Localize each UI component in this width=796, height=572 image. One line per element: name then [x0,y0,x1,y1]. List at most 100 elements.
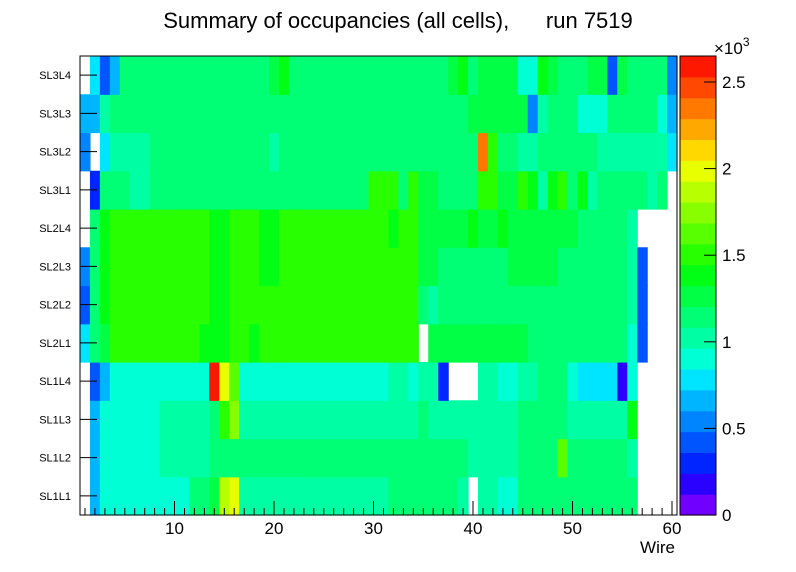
heatmap-cell [667,56,678,95]
heatmap-cell [338,132,350,172]
heatmap-cell [627,362,638,401]
heatmap-cell [627,400,638,440]
heatmap-cell [537,438,549,478]
heatmap-cell [298,438,310,478]
heatmap-cell [259,285,270,325]
heatmap-cell [288,400,300,440]
heatmap-cell [567,170,579,210]
heatmap-cell [189,400,200,440]
heatmap-cell [149,94,161,134]
heatmap-cell [149,438,161,478]
heatmap-cell [129,476,141,516]
heatmap-cell [239,209,250,248]
heatmap-cell [119,438,131,478]
heatmap-cell [478,132,489,172]
heatmap-cell [328,247,340,287]
heatmap-cell [368,438,380,478]
heatmap-cell [547,247,559,287]
x-tick-label: 40 [464,519,483,538]
heatmap-cell [229,476,240,516]
heatmap-cell [448,438,459,478]
heatmap-cell [388,247,399,287]
heatmap-cell [249,209,260,248]
heatmap-cell [587,285,598,325]
heatmap-cell [517,132,529,172]
heatmap-cell [368,285,380,325]
heatmap-cell [597,285,608,325]
heatmap-cell [159,285,171,325]
heatmap-cell [637,170,648,210]
heatmap-cell [468,438,479,478]
heatmap-cell [637,247,648,287]
heatmap-cell [229,209,240,248]
heatmap-cell [189,476,200,516]
heatmap-cell [179,170,191,210]
heatmap-cell [209,323,220,363]
heatmap-cell [348,247,360,287]
heatmap-cell [458,323,469,363]
heatmap-cell [288,170,300,210]
heatmap-cell [119,476,131,516]
heatmap-cell [368,400,380,440]
heatmap-cell [298,94,310,134]
heatmap-cell [368,94,380,134]
row-label: SL2L2 [39,300,71,312]
heatmap-cell [358,400,370,440]
heatmap-cell [308,285,320,325]
heatmap-cell [468,170,479,210]
heatmap-cell [587,400,598,440]
heatmap-cell [487,400,499,440]
heatmap-cell [279,247,290,287]
heatmap-cell [129,94,141,134]
x-axis: 10 20 30 40 50 60 [84,501,681,538]
heatmap-cell [269,209,280,248]
heatmap-cell [129,56,141,95]
heatmap-cell [627,476,638,516]
heatmap-cell [129,170,141,210]
heatmap-cell [109,285,121,325]
heatmap-cell [438,362,449,401]
heatmap-cell [189,56,200,95]
heatmap-cell [428,323,439,363]
heatmap-cell [597,362,608,401]
heatmap-cell [478,94,489,134]
heatmap-cell [448,247,459,287]
heatmap-cell [517,438,529,478]
heatmap-cell [487,170,499,210]
heatmap-cell [577,400,589,440]
heatmap-cell [249,438,260,478]
heatmap-cell [179,438,191,478]
heatmap-cell [478,247,489,287]
heatmap-cell [398,362,409,401]
heatmap-cell [517,323,529,363]
x-tick-label: 20 [265,519,284,538]
colorbar-swatch [680,327,716,349]
heatmap-cell [119,209,131,248]
heatmap-cell [189,285,200,325]
heatmap-cell [259,362,270,401]
heatmap-cell [607,94,618,134]
heatmap-cell [667,94,678,134]
heatmap-cell [338,94,350,134]
heatmap-cell [348,438,360,478]
heatmap-cell [478,56,489,95]
heatmap-cell [597,132,608,172]
heatmap-cell [149,400,161,440]
heatmap-cell [577,94,589,134]
heatmap-cell [627,247,638,287]
heatmap-cell [547,476,559,516]
heatmap-cell [378,400,390,440]
heatmap-cell [408,56,419,95]
heatmap-cell [279,132,290,172]
heatmap-cell [318,56,330,95]
heatmap-cell [229,170,240,210]
colorbar-tick-label: 0.5 [722,419,746,438]
heatmap-cell [119,170,131,210]
heatmap-cell [587,438,598,478]
heatmap-cell [179,56,191,95]
heatmap-cell [249,362,260,401]
heatmap-cell [109,247,121,287]
heatmap-cell [219,56,230,95]
heatmap-cell [189,170,200,210]
heatmap-cell [497,132,509,172]
